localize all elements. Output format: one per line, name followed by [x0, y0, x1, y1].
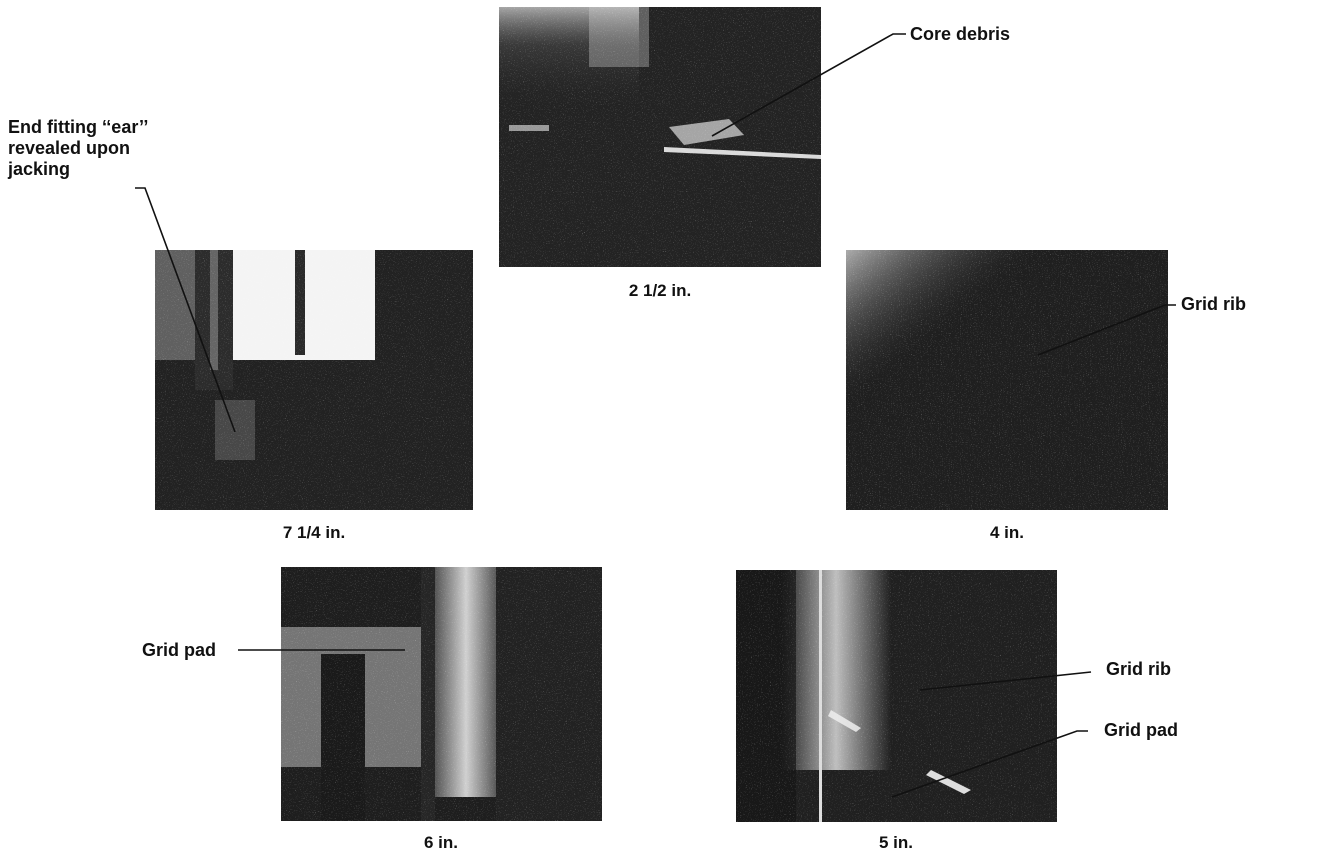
label-grid-pad-bottom: Grid pad — [1104, 720, 1179, 740]
label-end-fitting-line1: End fitting ‘‘ear’’ — [8, 117, 149, 137]
photo-5-in — [736, 570, 1057, 822]
photo-4-in — [846, 250, 1168, 510]
caption-4-in: 4 in. — [989, 523, 1024, 542]
label-core-debris: Core debris — [910, 24, 1011, 44]
label-end-fitting-line3: jacking — [8, 159, 71, 179]
label-end-fitting: End fitting ‘‘ear’’ revealed upon jackin… — [8, 117, 148, 180]
photo-7-25-in — [155, 250, 473, 510]
caption-5-in: 5 in. — [878, 833, 913, 852]
caption-6-in: 6 in. — [423, 833, 458, 852]
label-grid-pad-left: Grid pad — [142, 640, 217, 660]
caption-2-5-in: 2 1/2 in. — [628, 281, 692, 300]
label-grid-rib-right: Grid rib — [1181, 294, 1247, 314]
label-end-fitting-line2: revealed upon — [8, 138, 131, 158]
label-grid-rib-bottom: Grid rib — [1106, 659, 1172, 679]
caption-7-25-in: 7 1/4 in. — [282, 523, 346, 542]
photo-6-in — [281, 567, 602, 821]
photo-2-5-in — [499, 7, 821, 267]
